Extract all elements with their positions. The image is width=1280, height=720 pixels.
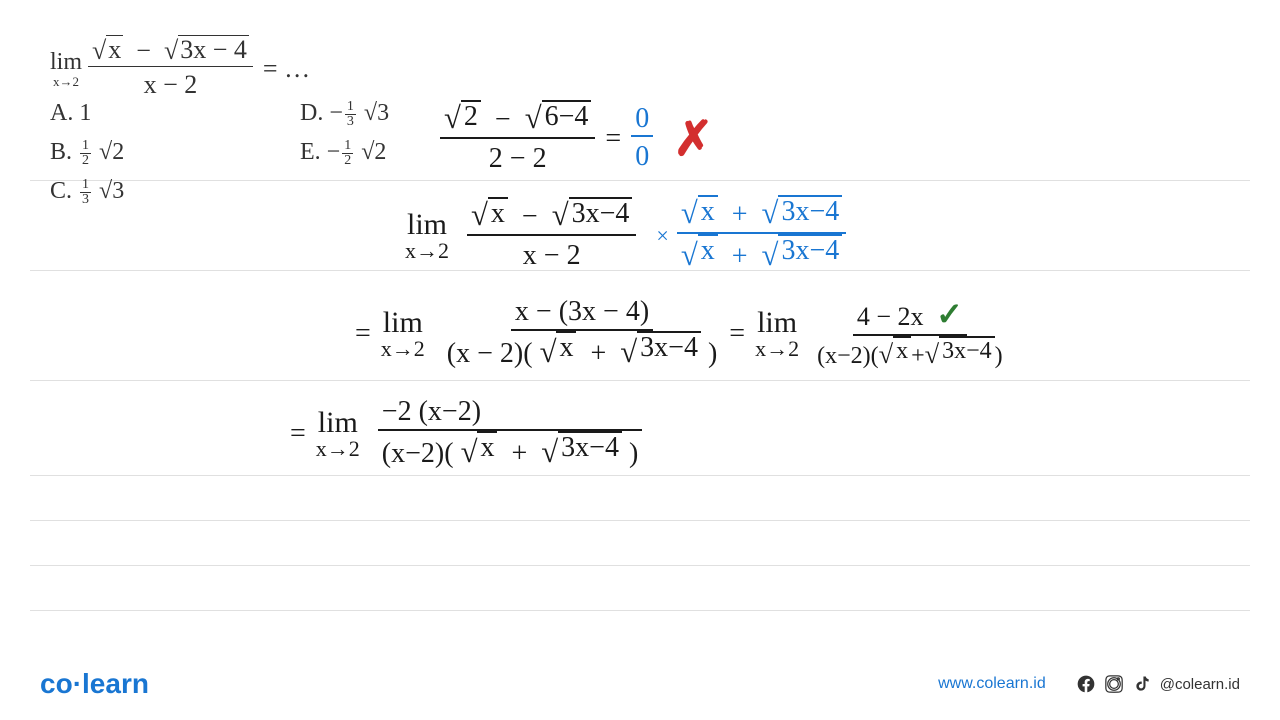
option-a: A. 1 [50, 100, 300, 129]
hw-step4: = lim x→2 −2 (x−2) (x−2)( √x + √3x−4 ) [280, 395, 642, 474]
conjugate-fraction: √x + √3x−4 √x + √3x−4 [677, 195, 846, 277]
footer-url: www.colearn.id [938, 675, 1046, 693]
tiktok-icon [1132, 674, 1152, 694]
x-mark-icon: ✗ [673, 111, 713, 167]
colearn-logo: co·learn [40, 668, 149, 700]
facebook-icon [1076, 674, 1096, 694]
option-b: B. 12 √2 [50, 139, 300, 168]
option-c: C. 13 √3 [50, 178, 300, 207]
footer-handle: @colearn.id [1160, 676, 1240, 693]
lim-label: lim x→2 [50, 50, 82, 88]
footer: co·learn www.colearn.id @colearn.id [0, 668, 1280, 700]
instagram-icon [1104, 674, 1124, 694]
zero-over-zero: 0 0 [631, 102, 653, 177]
footer-socials: @colearn.id [1076, 674, 1240, 694]
hw-step3: = lim x→2 x − (3x − 4) (x − 2)( √x + √3x… [345, 295, 1007, 374]
hw-step1: √2 − √6−4 2 − 2 = 0 0 ✗ [440, 100, 713, 178]
check-icon: ✓ [936, 296, 963, 332]
problem-fraction: √x − √3x − 4 x − 2 [88, 35, 253, 104]
hw-step2: lim x→2 √x − √3x−4 x − 2 × √x + √3x−4 [405, 195, 846, 277]
equals-blank: = … [263, 54, 310, 84]
problem-statement: lim x→2 √x − √3x − 4 x − 2 = … [50, 35, 310, 104]
